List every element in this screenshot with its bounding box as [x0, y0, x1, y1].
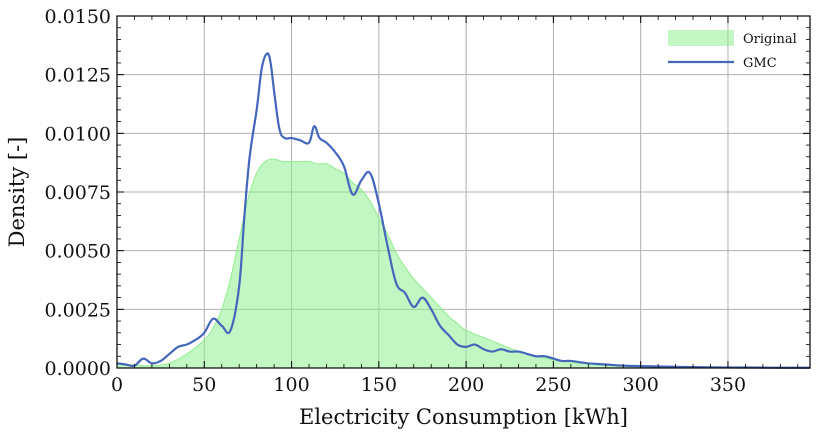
series-layer [116, 52, 811, 369]
x-tick-label-3: 150 [361, 374, 397, 396]
y-tick-label-0: 0.0000 [45, 358, 111, 380]
y-axis-title: Density [-] [5, 137, 29, 248]
legend: Original GMC [668, 30, 797, 71]
y-tick-label-1: 0.0025 [45, 299, 111, 321]
series-area-original [116, 158, 811, 369]
legend-label-original: Original [743, 32, 797, 47]
y-tick-label-4: 0.0100 [45, 123, 111, 145]
y-tick-label-3: 0.0075 [45, 182, 111, 204]
x-tick-label-6: 300 [623, 374, 659, 396]
series-line-gmc [116, 52, 811, 369]
y-tick-label-5: 0.0125 [45, 65, 111, 87]
grid [116, 15, 810, 369]
legend-label-gmc: GMC [743, 56, 777, 71]
tick-labels: 0 50 100 150 200 250 300 350 0.0000 0.0025 0.0050 0… [45, 6, 747, 396]
legend-swatch-original [668, 30, 734, 46]
x-tick-label-2: 100 [273, 374, 309, 396]
x-tick-label-4: 200 [448, 374, 484, 396]
x-tick-label-7: 350 [710, 374, 746, 396]
x-axis-title: Electricity Consumption [kWh] [299, 405, 628, 429]
plot-frame [116, 15, 811, 369]
x-tick-label-0: 0 [111, 374, 123, 396]
x-tick-label-1: 50 [192, 374, 216, 396]
ticks [116, 15, 810, 369]
y-tick-label-2: 0.0050 [45, 241, 111, 263]
x-tick-label-5: 250 [535, 374, 571, 396]
y-tick-label-6: 0.0150 [45, 6, 111, 28]
